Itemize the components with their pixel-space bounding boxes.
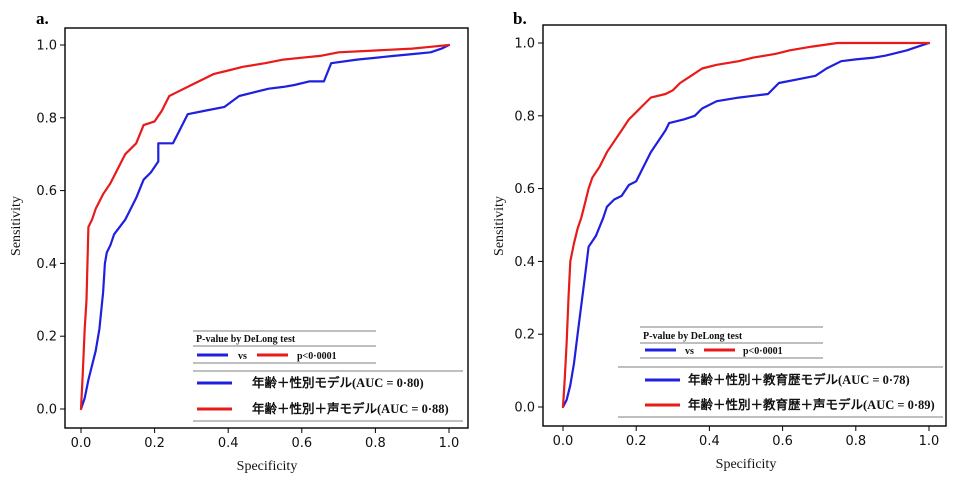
panel-a-xtick-label: 0.2	[144, 436, 165, 451]
panel-b-axes-frame	[542, 24, 947, 427]
panel-b-legend-entry-label: 年齢＋性別＋教育歴モデル(AUC = 0·78)	[688, 372, 910, 387]
panel-a-letter: a.	[36, 9, 49, 28]
panel-a-legend-entry-label: 年齢＋性別モデル(AUC = 0·80)	[252, 375, 424, 390]
panel-a: a. 0.0 0.2 0.4 0.6 0.8 1.00.00.20.40.60.81.0 …	[9, 9, 469, 474]
panel-a-xtick-label: 1.0	[439, 436, 460, 451]
panel-b-legend-vs: vs	[685, 346, 694, 357]
panel-a-ytick-label: 0.0	[36, 403, 57, 418]
panel-a-ytick-label: 0.2	[36, 330, 57, 345]
panel-a-xlabel: Specificity	[237, 459, 298, 474]
panel-a-legend-vs: vs	[238, 351, 247, 362]
panel-b-xlabel: Specificity	[716, 457, 777, 472]
panel-b-xtick-label: 0.8	[845, 434, 866, 449]
panel-a-plot-area: 0.0 0.2 0.4 0.6 0.8 1.0 0.0 0.2 0.4 0.6 0.8 1.0	[36, 27, 469, 451]
panel-b-ylabel: Sensitivity	[492, 196, 507, 256]
panel-b-ytick-label: 0.4	[514, 255, 535, 270]
panel-a-series-line-red	[79, 43, 451, 411]
panel-a-legend-entry-label: 年齢＋性別＋声モデル(AUC = 0·88)	[252, 401, 449, 416]
panel-a-legend: P-value by DeLong test vs p<0·0001 年齢＋性別…	[193, 330, 463, 422]
panel-a-axes-frame	[64, 27, 469, 429]
panel-b-xtick-label: 0.4	[699, 434, 720, 449]
panel-a-xtick-label: 0.0	[71, 436, 92, 451]
panel-b-series-line-red	[561, 41, 931, 409]
panel-a-legend-title: P-value by DeLong test	[196, 334, 296, 345]
panel-b-plot-area: 0.0 0.2 0.4 0.6 0.8 1.0 0.0 0.2 0.4 0.6 0.8 1.0	[514, 24, 947, 449]
panel-b-legend-title: P-value by DeLong test	[643, 331, 743, 342]
panel-b-legend-pvalue: p<0·0001	[743, 346, 783, 357]
panel-b-legend: P-value by DeLong test vs p<0·0001 年齢＋性別…	[618, 326, 943, 418]
panel-a-legend-pvalue: p<0·0001	[297, 351, 337, 362]
panel-a-xtick-label: 0.8	[365, 436, 386, 451]
panel-b-ytick-label: 0.0	[514, 401, 535, 416]
panel-b-ytick-label: 1.0	[514, 37, 535, 52]
panel-b-series-line-blue	[561, 41, 931, 409]
panel-b-xtick-label: 0.0	[553, 434, 574, 449]
panel-b-ytick-label: 0.6	[514, 182, 535, 197]
panel-b-xtick-label: 1.0	[919, 434, 940, 449]
panel-a-ytick-label: 1.0	[36, 39, 57, 54]
panel-a-ytick-label: 0.6	[36, 184, 57, 199]
panel-b-ytick-label: 0.2	[514, 328, 535, 343]
panel-b-xtick-label: 0.6	[772, 434, 793, 449]
panel-a-ytick-label: 0.4	[36, 257, 57, 272]
panel-b-xtick-label: 0.2	[626, 434, 647, 449]
panel-b-letter: b.	[513, 9, 527, 28]
panel-a-xtick-label: 0.6	[291, 436, 312, 451]
panel-a-series-line-blue	[79, 43, 451, 411]
panel-a-ytick-label: 0.8	[36, 111, 57, 126]
panel-b-legend-entry-label: 年齢＋性別＋教育歴＋声モデル(AUC = 0·89)	[688, 397, 935, 412]
panel-a-ylabel: Sensitivity	[9, 196, 24, 256]
panel-a-xtick-label: 0.4	[218, 436, 239, 451]
panel-b-ytick-label: 0.8	[514, 109, 535, 124]
panel-b: b. 0.0 0.2 0.4 0.6 0.8 1.00.00.20.40.60.81.0 …	[492, 9, 947, 472]
